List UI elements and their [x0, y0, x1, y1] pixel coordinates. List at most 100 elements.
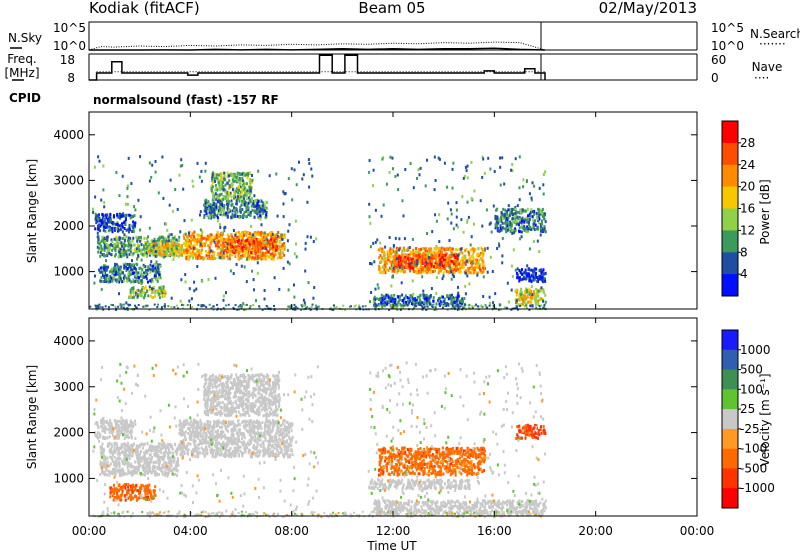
heatmap-cell — [313, 286, 316, 289]
heatmap-cell — [127, 276, 130, 279]
heatmap-cell — [184, 273, 187, 277]
heatmap-cell — [252, 233, 255, 237]
heatmap-cell — [538, 217, 541, 221]
heatmap-cell — [518, 279, 521, 283]
heatmap-cell — [393, 260, 396, 264]
heatmap-cell — [499, 165, 502, 169]
heatmap-cell — [227, 202, 230, 206]
heatmap-cell — [100, 287, 103, 291]
heatmap-cell — [150, 175, 153, 179]
heatmap-cell — [109, 212, 112, 216]
heatmap-cell — [129, 303, 132, 306]
heatmap-cell — [474, 271, 477, 274]
heatmap-cell — [226, 233, 229, 237]
heatmap-cell — [246, 211, 249, 215]
heatmap-cell — [101, 239, 103, 243]
heatmap-cell — [222, 294, 225, 298]
heatmap-cell — [182, 187, 185, 191]
heatmap-cell — [150, 243, 153, 247]
heatmap-cell — [243, 240, 246, 244]
heatmap-cell — [164, 237, 167, 241]
heatmap-cell — [540, 304, 543, 307]
heatmap-cell — [453, 262, 456, 266]
heatmap-cell — [136, 279, 139, 283]
heatmap-cell — [242, 173, 245, 177]
heatmap-cell — [179, 453, 182, 457]
heatmap-cell — [478, 258, 481, 262]
heatmap-cell — [531, 293, 534, 297]
heatmap-cell — [126, 255, 129, 259]
heatmap-cell — [145, 277, 148, 281]
heatmap-cell — [220, 184, 222, 188]
heatmap-cell — [507, 204, 510, 208]
heatmap-cell — [516, 204, 519, 208]
heatmap-cell — [282, 215, 285, 219]
heatmap-cell — [246, 247, 249, 251]
heatmap-cell — [440, 261, 443, 265]
heatmap-cell — [219, 223, 221, 227]
noise-search-line — [88, 41, 546, 51]
heatmap-cell — [452, 296, 455, 299]
heatmap-cell — [115, 222, 118, 226]
noise-search-legend: ······· — [759, 37, 786, 51]
heatmap-cell — [528, 275, 531, 279]
heatmap-cell — [212, 212, 214, 216]
heatmap-cell — [373, 295, 376, 299]
heatmap-cell — [147, 242, 150, 246]
heatmap-cell — [519, 208, 522, 212]
heatmap-cell — [425, 296, 428, 300]
heatmap-cell — [449, 296, 452, 300]
heatmap-cell — [177, 250, 180, 254]
heatmap-cell — [402, 304, 405, 307]
heatmap-cell — [187, 432, 190, 435]
heatmap-cell — [476, 253, 479, 257]
heatmap-cell — [456, 304, 459, 308]
heatmap-cell — [253, 209, 256, 213]
heatmap-cell — [266, 306, 269, 309]
heatmap-cell — [446, 256, 449, 260]
heatmap-cell — [544, 271, 547, 275]
heatmap-cell — [157, 250, 160, 254]
heatmap-cell — [209, 233, 212, 236]
heatmap-cell — [167, 305, 170, 308]
heatmap-cell — [383, 295, 386, 299]
heatmap-cell — [265, 248, 268, 252]
heatmap-cell — [124, 276, 127, 280]
heatmap-cell — [162, 196, 165, 200]
heatmap-cell — [204, 202, 206, 206]
heatmap-cell — [425, 293, 428, 297]
heatmap-cell — [122, 262, 125, 266]
heatmap-cell — [428, 261, 431, 265]
heatmap-cell — [407, 257, 409, 261]
heatmap-cell — [229, 185, 232, 189]
heatmap-cell — [159, 265, 162, 268]
heatmap-cell — [505, 210, 508, 214]
heatmap-cell — [421, 308, 424, 311]
heatmap-cell — [194, 254, 197, 258]
heatmap-cell — [429, 248, 432, 252]
heatmap-cell — [382, 254, 385, 257]
heatmap-cell — [471, 306, 474, 309]
heatmap-cell — [250, 204, 253, 208]
heatmap-cell — [444, 265, 446, 269]
heatmap-cell — [404, 264, 407, 268]
heatmap-cell — [403, 248, 406, 252]
heatmap-cell — [130, 272, 133, 276]
heatmap-cell — [190, 435, 193, 439]
heatmap-cell — [160, 239, 163, 243]
heatmap-cell — [110, 228, 113, 232]
heatmap-cell — [266, 254, 269, 258]
heatmap-cell — [205, 254, 208, 257]
heatmap-cell — [401, 299, 404, 303]
heatmap-cell — [221, 203, 224, 207]
heatmap-cell — [148, 179, 151, 183]
heatmap-cell — [415, 266, 418, 270]
heatmap-cell — [435, 292, 438, 295]
heatmap-cell — [442, 274, 445, 278]
heatmap-cell — [190, 419, 193, 423]
heatmap-cell — [287, 229, 290, 233]
heatmap-cell — [252, 239, 255, 243]
heatmap-cell — [249, 210, 252, 214]
heatmap-cell — [412, 255, 415, 259]
heatmap-cell — [264, 254, 267, 257]
